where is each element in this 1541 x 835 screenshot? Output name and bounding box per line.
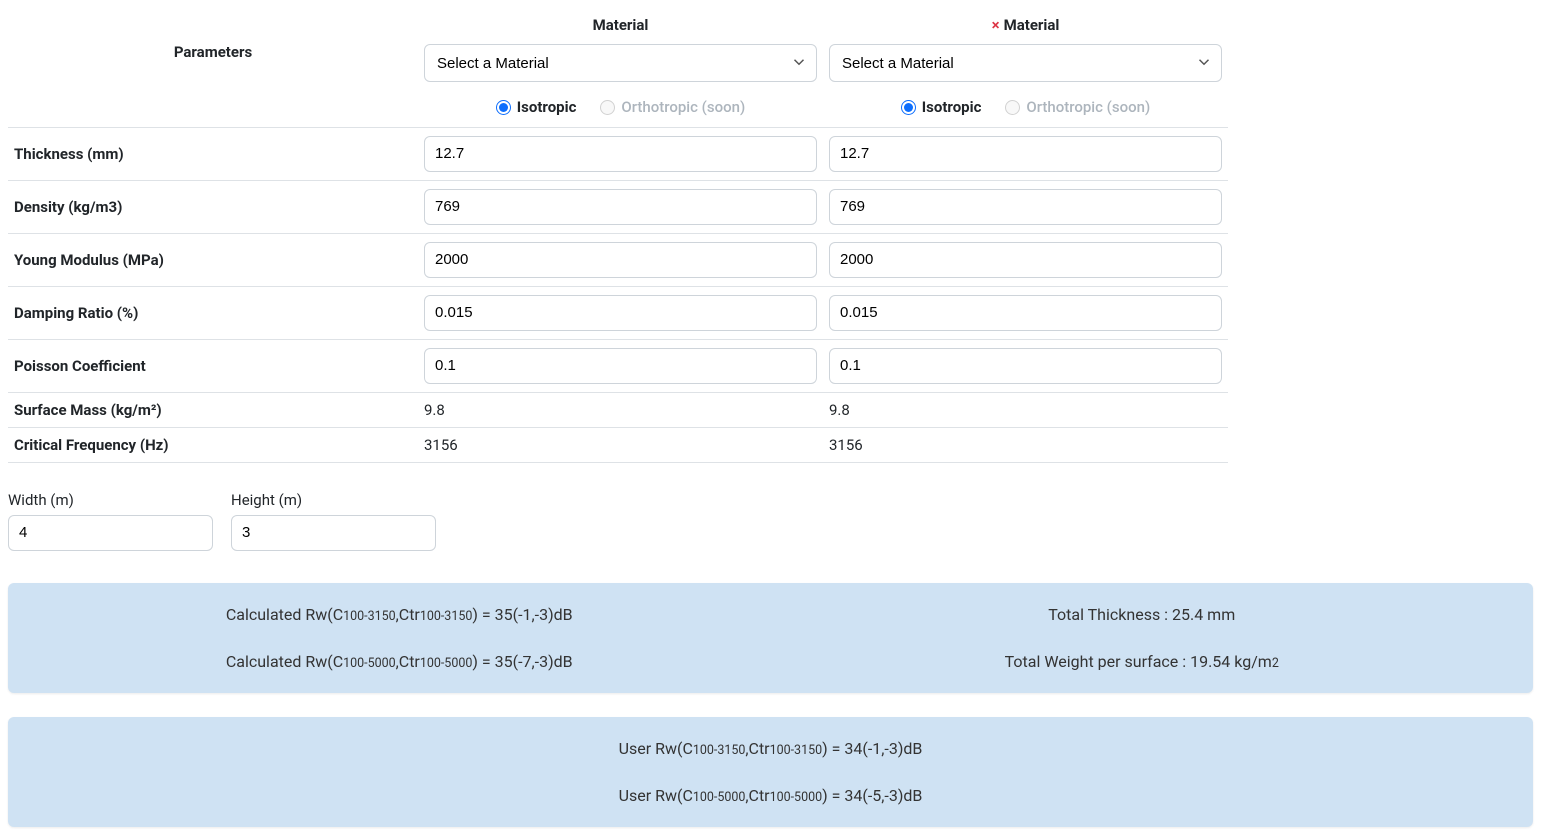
poisson-1-input[interactable]	[424, 348, 817, 384]
total-weight: Total Weight per surface : 19.54 kg/m2	[771, 652, 1514, 671]
parameters-header: Parameters	[8, 8, 418, 90]
young-2-input[interactable]	[829, 242, 1222, 278]
young-1-input[interactable]	[424, 242, 817, 278]
user-results-box: User Rw(C100-3150,Ctr100-3150) = 34(-1,-…	[8, 717, 1533, 827]
surface-mass-1-value: 9.8	[418, 392, 823, 427]
height-label: Height (m)	[231, 491, 436, 509]
surface-mass-label: Surface Mass (kg/m²)	[8, 392, 418, 427]
calculated-results-box: Calculated Rw(C100-3150,Ctr100-3150) = 3…	[8, 583, 1533, 693]
critical-freq-label: Critical Frequency (Hz)	[8, 427, 418, 462]
material-1-isotropic-radio[interactable]: Isotropic	[496, 98, 577, 116]
young-label: Young Modulus (MPa)	[8, 233, 418, 286]
material-1-header: Material	[418, 8, 823, 36]
damping-1-input[interactable]	[424, 295, 817, 331]
material-1-orthotropic-radio: Orthotropic (soon)	[600, 98, 745, 116]
critical-freq-1-value: 3156	[418, 427, 823, 462]
material-1-select[interactable]: Select a Material	[424, 44, 817, 82]
material-2-select[interactable]: Select a Material	[829, 44, 1222, 82]
material-2-isotropic-radio[interactable]: Isotropic	[901, 98, 982, 116]
poisson-label: Poisson Coefficient	[8, 339, 418, 392]
height-input[interactable]	[231, 515, 436, 551]
calc-rw-3150: Calculated Rw(C100-3150,Ctr100-3150) = 3…	[28, 605, 771, 624]
damping-2-input[interactable]	[829, 295, 1222, 331]
parameters-table: Parameters Material ×Material Select a M…	[8, 8, 1228, 463]
calc-rw-5000: Calculated Rw(C100-5000,Ctr100-5000) = 3…	[28, 652, 771, 671]
density-1-input[interactable]	[424, 189, 817, 225]
thickness-2-input[interactable]	[829, 136, 1222, 172]
total-thickness: Total Thickness : 25.4 mm	[771, 605, 1514, 624]
critical-freq-2-value: 3156	[823, 427, 1228, 462]
remove-material-icon[interactable]: ×	[992, 16, 1000, 34]
material-2-orthotropic-radio: Orthotropic (soon)	[1005, 98, 1150, 116]
thickness-1-input[interactable]	[424, 136, 817, 172]
dimensions-section: Width (m) Height (m)	[8, 491, 1533, 551]
material-2-header: ×Material	[823, 8, 1228, 36]
poisson-2-input[interactable]	[829, 348, 1222, 384]
density-label: Density (kg/m3)	[8, 180, 418, 233]
user-rw-3150: User Rw(C100-3150,Ctr100-3150) = 34(-1,-…	[619, 739, 923, 758]
density-2-input[interactable]	[829, 189, 1222, 225]
user-rw-5000: User Rw(C100-5000,Ctr100-5000) = 34(-5,-…	[619, 786, 923, 805]
thickness-label: Thickness (mm)	[8, 127, 418, 180]
damping-label: Damping Ratio (%)	[8, 286, 418, 339]
width-label: Width (m)	[8, 491, 213, 509]
width-input[interactable]	[8, 515, 213, 551]
surface-mass-2-value: 9.8	[823, 392, 1228, 427]
